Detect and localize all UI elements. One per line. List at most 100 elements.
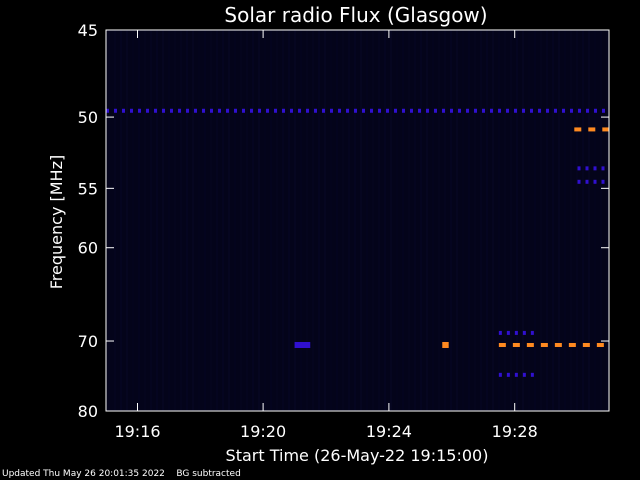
y-tick-label: 45 [78, 21, 98, 40]
x-axis: 19:16 19:20 19:24 19:28 [114, 30, 538, 441]
noise-stripe [576, 30, 578, 411]
noise-stripe [282, 30, 284, 411]
burst-dash [154, 108, 157, 113]
burst-dash [602, 127, 610, 132]
x-tick-label: 19:20 [240, 422, 286, 441]
burst-dash [106, 108, 109, 113]
noise-stripe [180, 30, 182, 411]
burst-dash [506, 108, 509, 113]
noise-stripe [552, 30, 554, 411]
noise-stripe [528, 30, 530, 411]
burst-dash [138, 108, 141, 113]
burst-dash [570, 108, 573, 113]
noise-stripe [114, 30, 116, 411]
noise-stripe [384, 30, 386, 411]
noise-stripe [408, 30, 410, 411]
burst-dash [514, 108, 517, 113]
noise-stripe [504, 30, 506, 411]
burst-dash [577, 179, 581, 184]
burst-dash [170, 108, 173, 113]
burst-dash [585, 166, 589, 171]
burst-dash [354, 108, 357, 113]
burst-segment [294, 341, 311, 348]
burst-dash [250, 108, 253, 113]
burst-dash [202, 108, 205, 113]
y-axis-label: Frequency [MHz] [47, 155, 66, 289]
noise-stripe [216, 30, 218, 411]
noise-stripe [444, 30, 446, 411]
burst-dash [290, 108, 293, 113]
noise-stripe [606, 30, 608, 411]
burst-dash [554, 342, 562, 347]
chart-title: Solar radio Flux (Glasgow) [224, 3, 487, 27]
burst-dash [498, 108, 501, 113]
burst-dash [378, 108, 381, 113]
noise-stripe [126, 30, 128, 411]
burst-dash [426, 108, 429, 113]
noise-stripe [480, 30, 482, 411]
burst-dash [242, 108, 245, 113]
burst-dash [234, 108, 237, 113]
burst-dash [577, 166, 581, 171]
burst-dash [346, 108, 349, 113]
noise-stripe [108, 30, 110, 411]
burst-dash [506, 330, 510, 335]
burst-dash [546, 108, 549, 113]
burst-dash [522, 330, 526, 335]
y-tick-label: 60 [78, 239, 98, 258]
noise-stripe [234, 30, 236, 411]
noise-stripe [360, 30, 362, 411]
noise-stripe [354, 30, 356, 411]
y-tick-label: 55 [78, 179, 98, 198]
noise-stripe [162, 30, 164, 411]
burst-dash [602, 108, 605, 113]
noise-stripe [486, 30, 488, 411]
burst-dash [314, 108, 317, 113]
burst-dash [498, 342, 506, 347]
noise-stripe [420, 30, 422, 411]
y-tick-label: 70 [78, 332, 98, 351]
burst-dash [370, 108, 373, 113]
burst-dash [593, 179, 597, 184]
burst-dash [466, 108, 469, 113]
burst-dash [394, 108, 397, 113]
noise-stripe [300, 30, 302, 411]
noise-stripe [492, 30, 494, 411]
noise-stripe [174, 30, 176, 411]
noise-stripe [456, 30, 458, 411]
noise-layer [108, 30, 608, 411]
burst-dash [210, 108, 213, 113]
noise-stripe [594, 30, 596, 411]
burst-dash [274, 108, 277, 113]
noise-stripe [276, 30, 278, 411]
x-tick-label: 19:24 [366, 422, 412, 441]
noise-stripe [372, 30, 374, 411]
noise-stripe [270, 30, 272, 411]
y-axis: 45 50 55 60 70 80 [78, 21, 609, 421]
burst-dash [601, 179, 605, 184]
burst-dash [585, 179, 589, 184]
noise-stripe [396, 30, 398, 411]
noise-stripe [294, 30, 296, 411]
burst-dash [482, 108, 485, 113]
noise-stripe [198, 30, 200, 411]
burst-dash [594, 108, 597, 113]
burst-dash [146, 108, 149, 113]
x-tick-label: 19:16 [114, 422, 160, 441]
footer-status: Updated Thu May 26 20:01:35 2022 BG subt… [2, 469, 241, 479]
burst-dash [526, 342, 534, 347]
noise-stripe [348, 30, 350, 411]
burst-dash [442, 108, 445, 113]
noise-stripe [534, 30, 536, 411]
burst-dash [498, 330, 502, 335]
burst-dash [512, 342, 520, 347]
burst-dash [596, 342, 604, 347]
burst-dash [474, 108, 477, 113]
noise-stripe [192, 30, 194, 411]
noise-stripe [210, 30, 212, 411]
noise-stripe [264, 30, 266, 411]
burst-dash [530, 330, 534, 335]
plot-frame [105, 29, 610, 412]
noise-stripe [366, 30, 368, 411]
